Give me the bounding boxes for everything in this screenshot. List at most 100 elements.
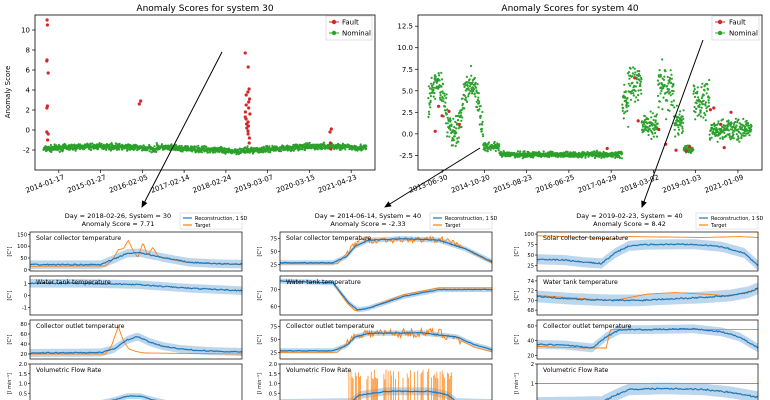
nominal-point xyxy=(696,90,699,93)
nominal-point xyxy=(726,125,730,128)
nominal-point xyxy=(731,128,734,131)
fault-point xyxy=(657,127,661,132)
subplot-label: Volumetric Flow Rate xyxy=(286,367,352,374)
nominal-point xyxy=(640,78,643,81)
nominal-point xyxy=(427,96,430,100)
x-tick-label: 2014-01-17 xyxy=(25,173,66,194)
fault-point xyxy=(244,93,248,97)
nominal-point xyxy=(705,92,708,95)
nominal-point xyxy=(170,143,173,146)
nominal-point xyxy=(308,141,311,144)
nominal-point xyxy=(663,75,666,78)
nominal-point xyxy=(653,128,656,131)
nominal-point xyxy=(667,88,671,91)
fault-point xyxy=(246,132,250,136)
nominal-point xyxy=(679,110,682,113)
nominal-point xyxy=(647,133,650,137)
nominal-point xyxy=(452,139,455,142)
nominal-point xyxy=(197,144,200,147)
nominal-point xyxy=(652,118,655,122)
nominal-point xyxy=(740,134,743,137)
nominal-point xyxy=(614,156,617,159)
nominal-point xyxy=(639,89,642,92)
nominal-point xyxy=(338,144,341,147)
nominal-point xyxy=(429,106,432,109)
nominal-point xyxy=(433,91,436,95)
legend: Fault Nominal xyxy=(325,15,373,41)
panel-header-score: Anomaly Score = 8.42 xyxy=(593,220,666,228)
nominal-point xyxy=(118,148,121,151)
panel-header-day: Day = 2014-06-14, System = 40 xyxy=(315,212,421,220)
y-axis-label: [C°] xyxy=(514,247,520,257)
nominal-point xyxy=(692,92,695,95)
y-tick-label: 40 xyxy=(527,339,534,345)
subplot: Collector outlet temperature 20 40 60 80 [C°] xyxy=(7,319,243,360)
nominal-point xyxy=(621,109,624,112)
nominal-point xyxy=(497,147,500,150)
nominal-point xyxy=(669,69,672,72)
fault-point xyxy=(708,108,713,112)
nominal-point xyxy=(700,86,703,89)
nominal-point xyxy=(624,96,627,99)
subplot: Water tank temperature 68 70 72 74 [C°] xyxy=(514,275,759,316)
nominal-point xyxy=(668,109,671,112)
y-tick-label: 150 xyxy=(17,232,27,238)
nominal-point xyxy=(672,90,675,93)
subplot: Collector outlet temperature 20 40 60 [C°] xyxy=(514,319,759,360)
fault-point xyxy=(433,129,437,133)
fault-point xyxy=(243,51,247,55)
nominal-point xyxy=(446,135,449,138)
nominal-point xyxy=(457,140,460,143)
nominal-point xyxy=(693,95,697,98)
nominal-point xyxy=(643,123,646,126)
nominal-point xyxy=(662,87,665,90)
nominal-point xyxy=(125,147,129,150)
nominal-point xyxy=(292,147,295,150)
nominal-point xyxy=(322,141,325,144)
nominal-point xyxy=(635,78,638,81)
nominal-point xyxy=(438,74,441,77)
nominal-point xyxy=(707,99,710,102)
nominal-point xyxy=(743,132,746,135)
nominal-point xyxy=(440,85,443,88)
y-tick-label: 0.5 xyxy=(19,391,27,397)
nominal-point xyxy=(212,151,215,154)
nominal-point xyxy=(444,122,448,125)
nominal-point xyxy=(620,157,624,160)
nominal-point xyxy=(704,104,707,107)
y-tick-label: 75 xyxy=(527,243,534,249)
nominal-point xyxy=(660,89,663,92)
nominal-point xyxy=(681,115,684,118)
y-axis-label: [C°] xyxy=(7,291,13,301)
nominal-point xyxy=(727,129,730,132)
nominal-point xyxy=(681,130,685,133)
fault-point xyxy=(45,106,49,110)
nominal-point xyxy=(649,110,652,113)
legend-fault-marker xyxy=(717,19,723,25)
nominal-point xyxy=(487,141,490,144)
nominal-point xyxy=(434,75,437,78)
reconstruction-line xyxy=(536,243,759,267)
nominal-point xyxy=(58,150,62,153)
nominal-point xyxy=(701,82,704,85)
nominal-point xyxy=(739,125,742,128)
nominal-point xyxy=(218,150,221,153)
y-tick-label: 60 xyxy=(270,305,277,311)
nominal-point xyxy=(477,92,480,95)
nominal-point xyxy=(669,94,672,97)
nominal-point xyxy=(677,119,680,122)
legend-target-label: Target xyxy=(194,223,211,229)
nominal-point xyxy=(442,100,445,103)
annotation-arrows xyxy=(141,39,704,208)
nominal-point xyxy=(341,142,345,145)
nominal-point xyxy=(654,131,657,135)
nominal-point xyxy=(657,106,660,109)
nominal-point xyxy=(700,106,703,109)
y-tick-label: 25 xyxy=(527,264,534,270)
nominal-point xyxy=(707,101,710,104)
nominal-point xyxy=(662,78,666,81)
nominal-point xyxy=(468,78,471,81)
y-tick-label: 0 xyxy=(26,127,30,135)
nominal-point xyxy=(675,104,679,107)
nominal-point xyxy=(624,90,627,93)
